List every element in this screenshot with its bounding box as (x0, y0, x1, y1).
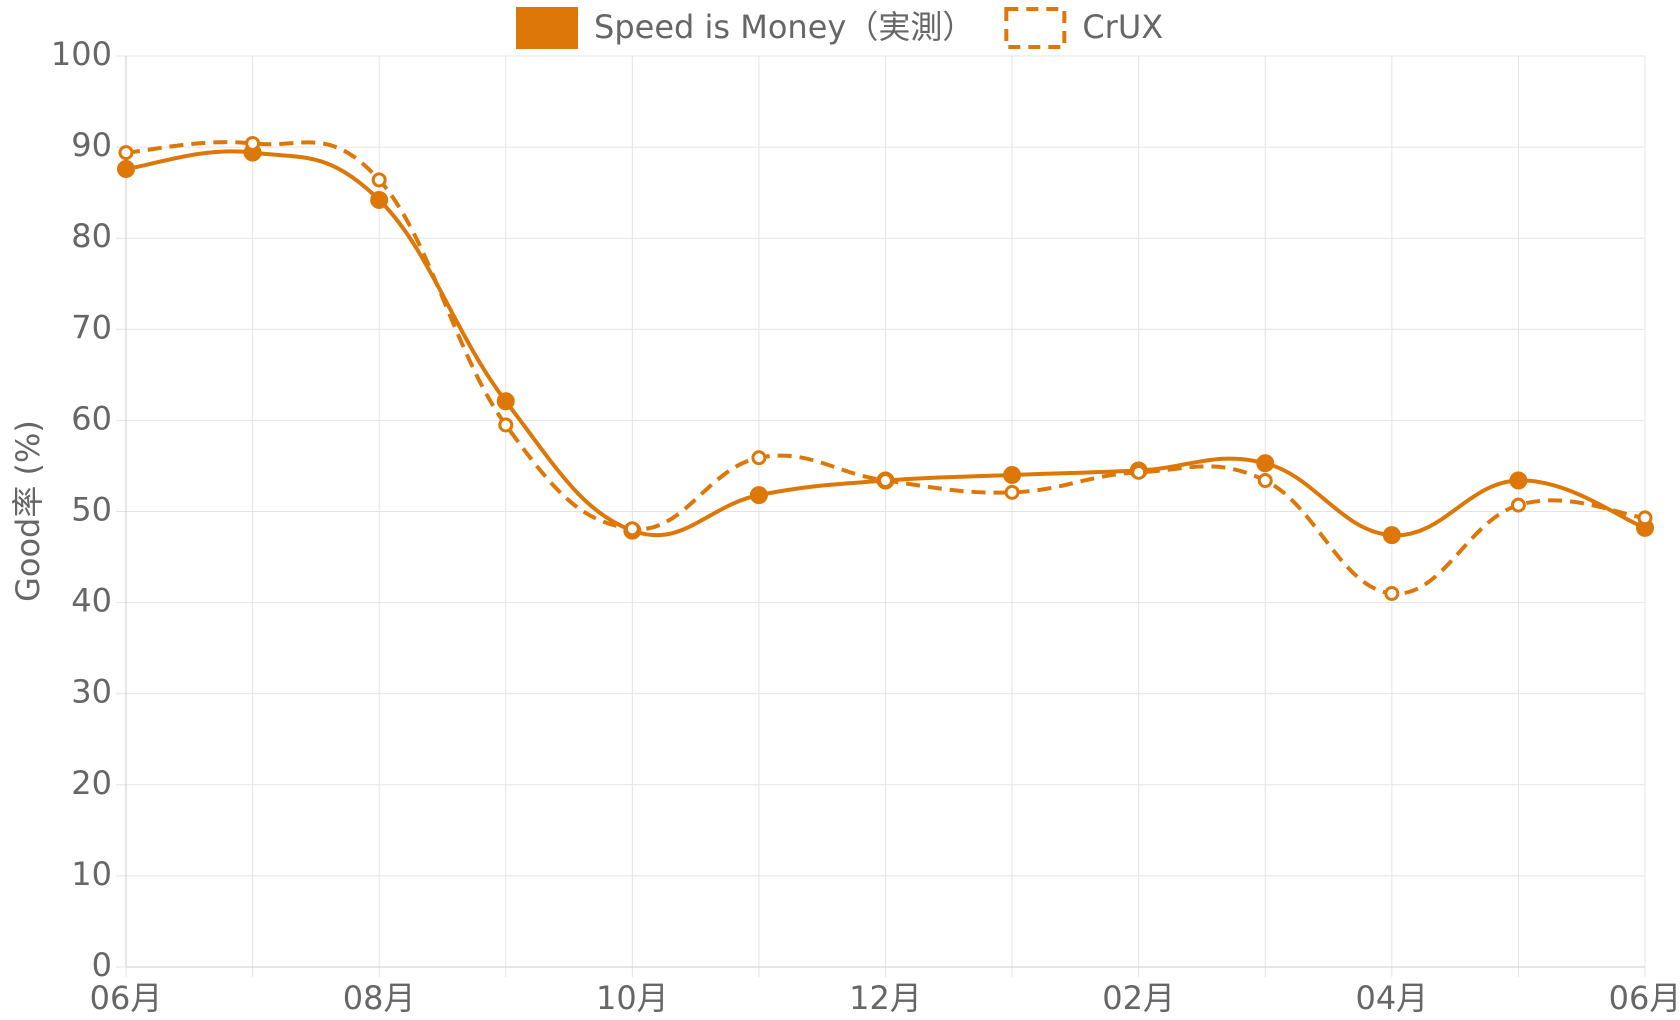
data-point (1003, 466, 1022, 485)
x-tick-label: 06月 (90, 979, 163, 1017)
data-point (1509, 471, 1528, 490)
x-tick-label: 12月 (849, 979, 922, 1017)
legend-label: CrUX (1082, 8, 1163, 46)
y-tick-label: 30 (71, 673, 112, 711)
legend-label: Speed is Money（実測） (594, 8, 974, 46)
legend-swatch (1004, 7, 1067, 49)
legend-swatch (516, 7, 578, 49)
x-tick-label: 06月 (1609, 979, 1680, 1017)
data-point (370, 190, 389, 209)
x-tick-label: 10月 (596, 979, 669, 1017)
x-tick-label: 04月 (1355, 979, 1428, 1017)
y-tick-label: 10 (71, 855, 112, 893)
data-point (1384, 585, 1400, 601)
data-point (496, 392, 515, 411)
data-point (1004, 484, 1020, 500)
x-tick-label: 02月 (1102, 979, 1175, 1017)
y-tick-label: 50 (71, 491, 112, 529)
data-point (749, 486, 768, 505)
data-point (1257, 473, 1273, 489)
y-tick-label: 20 (71, 764, 112, 802)
data-point (1131, 464, 1147, 480)
data-point (498, 417, 514, 433)
data-point (624, 521, 640, 537)
y-axis-label: Good率 (%) (9, 420, 47, 602)
data-point (1256, 454, 1275, 473)
data-point (371, 172, 387, 188)
y-tick-label: 80 (71, 217, 112, 255)
y-tick-label: 40 (71, 582, 112, 620)
y-tick-label: 100 (51, 35, 112, 73)
y-tick-label: 70 (71, 308, 112, 346)
x-tick-label: 08月 (343, 979, 416, 1017)
data-point (751, 450, 767, 466)
y-tick-label: 90 (71, 126, 112, 164)
data-point (245, 135, 261, 151)
data-point (118, 145, 134, 161)
data-point (1382, 526, 1401, 545)
data-point (1637, 510, 1653, 526)
data-point (1510, 497, 1526, 513)
data-point (117, 159, 135, 178)
y-tick-label: 0 (92, 946, 112, 984)
data-point (878, 473, 893, 489)
y-tick-label: 60 (71, 399, 112, 437)
